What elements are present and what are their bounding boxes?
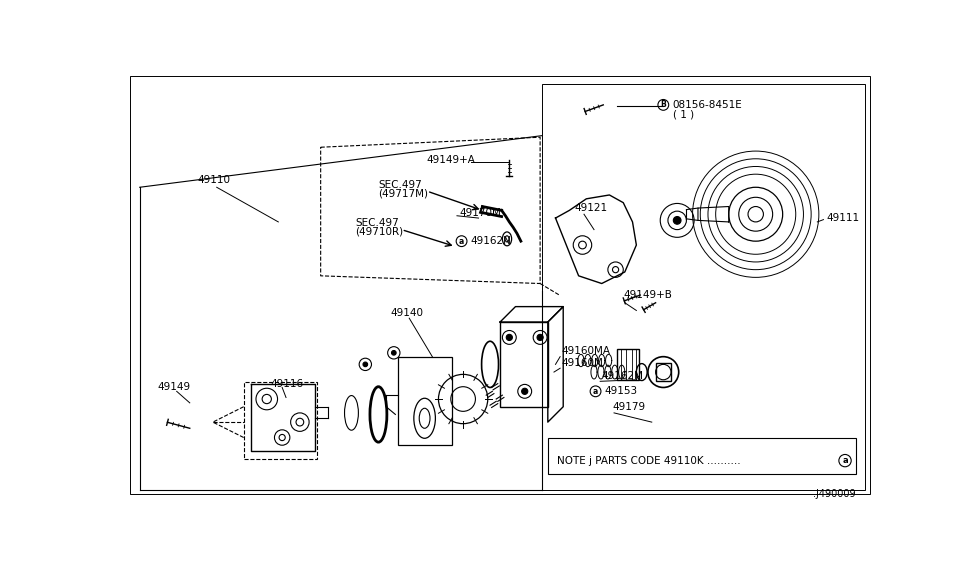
Text: ( 1 ): ( 1 ) bbox=[673, 109, 693, 119]
Text: 49111: 49111 bbox=[827, 213, 860, 223]
Text: 49153: 49153 bbox=[604, 387, 638, 396]
Text: .J490009: .J490009 bbox=[813, 488, 856, 499]
Bar bbox=[542, 84, 865, 490]
Text: B: B bbox=[660, 100, 666, 109]
Text: 49179: 49179 bbox=[612, 402, 645, 411]
Text: a: a bbox=[842, 456, 848, 465]
Text: 49160M: 49160M bbox=[562, 358, 604, 368]
Circle shape bbox=[522, 388, 527, 395]
Text: a: a bbox=[593, 387, 599, 396]
Circle shape bbox=[363, 362, 368, 367]
Bar bbox=[548, 438, 856, 474]
Text: 49149+A: 49149+A bbox=[426, 155, 475, 165]
Text: 49170M: 49170M bbox=[459, 208, 501, 218]
Bar bbox=[244, 382, 317, 459]
Text: NOTE j PARTS CODE 49110K ..........: NOTE j PARTS CODE 49110K .......... bbox=[557, 456, 741, 466]
Text: 49162N: 49162N bbox=[471, 236, 512, 246]
Circle shape bbox=[537, 335, 543, 341]
Circle shape bbox=[506, 335, 513, 341]
Text: 49149: 49149 bbox=[157, 383, 190, 392]
Text: SEC.497: SEC.497 bbox=[355, 218, 399, 229]
Bar bbox=[617, 349, 639, 380]
Text: 49110: 49110 bbox=[198, 174, 230, 185]
Text: 49116: 49116 bbox=[271, 379, 304, 389]
Text: 08156-8451E: 08156-8451E bbox=[673, 100, 742, 110]
Text: 49121: 49121 bbox=[574, 203, 607, 213]
Text: 49149+B: 49149+B bbox=[623, 290, 672, 300]
Bar bbox=[398, 357, 451, 445]
Circle shape bbox=[392, 350, 396, 355]
Text: 49140: 49140 bbox=[391, 308, 424, 318]
Text: 49160MA: 49160MA bbox=[562, 346, 610, 356]
Text: SEC.497: SEC.497 bbox=[378, 180, 422, 190]
Circle shape bbox=[674, 217, 681, 224]
Text: 49162M: 49162M bbox=[602, 371, 644, 381]
Text: (49710R): (49710R) bbox=[355, 227, 404, 237]
Bar bbox=[500, 322, 548, 407]
Text: (49717M): (49717M) bbox=[378, 188, 428, 199]
Bar bbox=[655, 363, 671, 381]
Text: a: a bbox=[459, 237, 464, 246]
